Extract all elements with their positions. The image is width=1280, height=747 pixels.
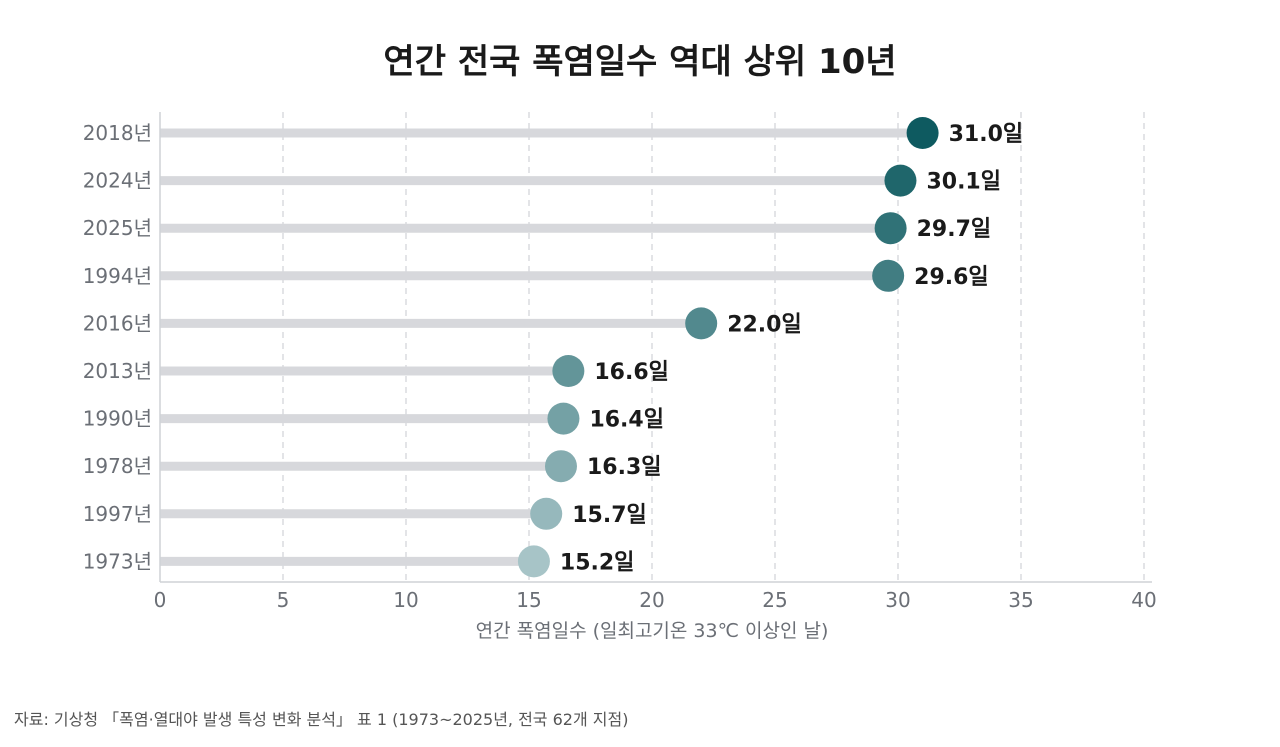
- x-tick-label-0: 0: [154, 588, 167, 612]
- x-tick-label-35: 35: [1008, 588, 1033, 612]
- dot-5: [552, 355, 585, 387]
- dot-2: [874, 212, 907, 245]
- y-tick-label-5: 2013년: [83, 359, 152, 383]
- dots: [517, 117, 939, 578]
- y-tick-label-4: 2016년: [83, 311, 152, 335]
- y-tick-label-2: 2025년: [83, 216, 152, 240]
- value-label-6: 16.4일: [589, 408, 664, 433]
- source-note: 자료: 기상청 「폭염·열대야 발생 특성 변화 분석」 표 1 (1973~2…: [14, 710, 629, 729]
- dot-4: [685, 307, 718, 340]
- value-label-3: 29.6일: [914, 265, 989, 290]
- chart-title: 연간 전국 폭염일수 역대 상위 10년: [383, 42, 897, 82]
- x-tick-label-40: 40: [1131, 588, 1156, 612]
- y-tick-label-7: 1978년: [83, 454, 152, 478]
- dot-6: [547, 402, 580, 435]
- y-tick-label-3: 1994년: [83, 264, 152, 288]
- x-tick-label-20: 20: [639, 588, 664, 612]
- value-label-4: 22.0일: [727, 312, 802, 337]
- x-tick-label-10: 10: [393, 588, 418, 612]
- x-tick-label-5: 5: [277, 588, 290, 612]
- axes: 0 5 10 15 20 25 30 35 40: [154, 112, 1157, 612]
- value-label-9: 15.2일: [560, 550, 635, 575]
- dot-0: [906, 117, 939, 149]
- y-tick-label-8: 1997년: [83, 502, 152, 526]
- dot-3: [872, 259, 905, 292]
- labels: 2018년 31.0일 2024년 30.1일 2025년 29.7일 1994년 29.6일…: [83, 121, 1023, 575]
- value-label-0: 31.0일: [949, 122, 1024, 147]
- x-tick-label-15: 15: [516, 588, 541, 612]
- y-tick-label-0: 2018년: [83, 121, 152, 145]
- x-tick-label-25: 25: [762, 588, 787, 612]
- x-axis-title: 연간 폭염일수 (일최고기온 33℃ 이상인 날): [476, 620, 829, 642]
- value-label-5: 16.6일: [594, 360, 669, 385]
- value-label-2: 29.7일: [917, 217, 992, 242]
- y-tick-label-9: 1973년: [83, 549, 152, 573]
- dot-1: [884, 164, 917, 197]
- dot-8: [530, 497, 563, 530]
- value-label-7: 16.3일: [587, 455, 662, 480]
- stems: [160, 128, 923, 566]
- value-label-8: 15.7일: [572, 503, 647, 528]
- x-tick-label-30: 30: [885, 588, 910, 612]
- value-label-1: 30.1일: [926, 170, 1001, 195]
- dot-7: [544, 450, 577, 483]
- y-tick-label-6: 1990년: [83, 407, 152, 431]
- y-tick-label-1: 2024년: [83, 169, 152, 193]
- dot-9: [517, 545, 550, 578]
